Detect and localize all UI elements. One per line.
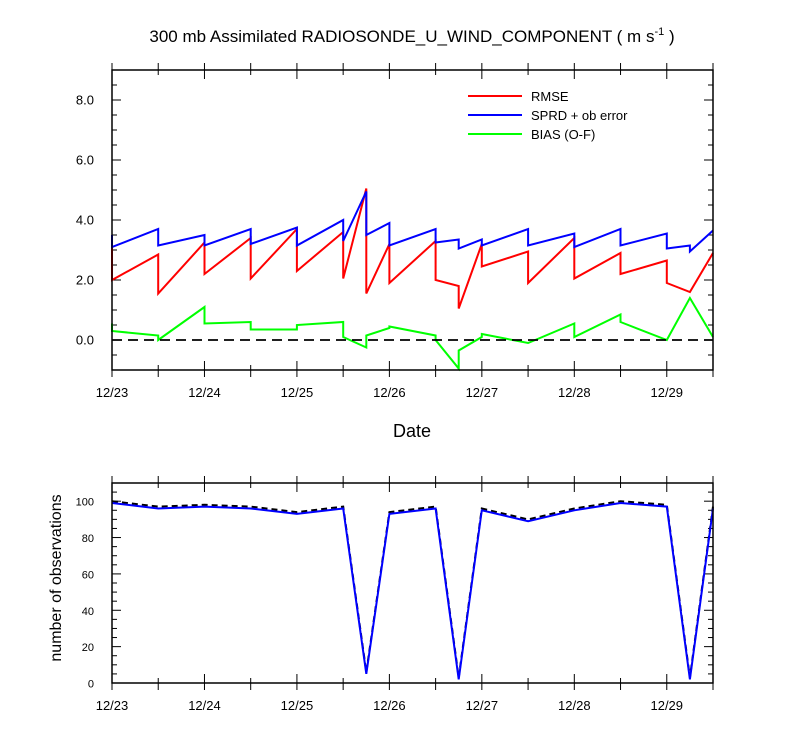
- top-series-sprd-ob-error: [111, 191, 714, 254]
- top-x-tick-label: 12/28: [558, 385, 591, 400]
- bottom-x-tick-label: 12/29: [650, 698, 683, 713]
- chart-title: 300 mb Assimilated RADIOSONDE_U_WIND_COM…: [149, 26, 674, 46]
- top-x-tick-label: 12/27: [466, 385, 499, 400]
- top-plot-frame: [111, 69, 714, 371]
- bottom-y-tick-label: 80: [82, 533, 94, 545]
- bottom-x-tick-label: 12/25: [281, 698, 314, 713]
- bottom-x-tick-label: 12/24: [188, 698, 221, 713]
- top-y-tick-label: 4.0: [76, 213, 94, 228]
- top-y-tick-label: 2.0: [76, 273, 94, 288]
- legend-label-2: BIAS (O-F): [531, 127, 595, 142]
- top-x-tick-label: 12/23: [96, 385, 129, 400]
- top-x-tick-label: 12/26: [373, 385, 406, 400]
- legend-label-1: SPRD + ob error: [531, 108, 628, 123]
- legend-label-0: RMSE: [531, 89, 569, 104]
- bottom-y-tick-label: 40: [82, 606, 94, 618]
- top-series-bias-o-f: [111, 295, 714, 372]
- top-tick-labels: 12/23 12/24 12/25 12/26 12/27 12/28 12/29 0.0 2.…: [76, 93, 683, 401]
- chart-title-superscript: -1: [654, 26, 664, 38]
- chart-title-suffix: ): [664, 27, 674, 46]
- bottom-plot-frame: [111, 482, 714, 684]
- top-series-layer: [111, 188, 714, 372]
- bottom-x-tick-label: 12/26: [373, 698, 406, 713]
- bottom-series-used: [111, 501, 714, 680]
- bottom-y-tick-label: 0: [88, 679, 94, 691]
- bottom-tick-labels: 12/23 12/24 12/25 12/26 12/27 12/28 12/29 0 20 40…: [76, 497, 683, 713]
- bottom-series-possible: [111, 500, 714, 678]
- bottom-series-layer: [111, 500, 714, 680]
- bottom-panel: 12/23 12/24 12/25 12/26 12/27 12/28 12/29 0 20 40…: [48, 476, 714, 713]
- x-axis-label: Date: [393, 421, 431, 441]
- top-y-tick-label: 0.0: [76, 333, 94, 348]
- bottom-x-tick-label: 12/27: [466, 698, 499, 713]
- bottom-ticks: [111, 476, 714, 690]
- bottom-y-tick-label: 20: [82, 642, 94, 654]
- chart-title-main: 300 mb Assimilated RADIOSONDE_U_WIND_COM…: [149, 27, 654, 46]
- bottom-x-tick-label: 12/23: [96, 698, 129, 713]
- bottom-y-tick-label: 100: [76, 497, 94, 509]
- bottom-y-tick-label: 60: [82, 569, 94, 581]
- top-y-tick-label: 6.0: [76, 153, 94, 168]
- top-x-tick-label: 12/24: [188, 385, 221, 400]
- bottom-x-tick-label: 12/28: [558, 698, 591, 713]
- top-y-tick-label: 8.0: [76, 93, 94, 108]
- top-series-rmse: [111, 188, 714, 309]
- top-x-tick-label: 12/29: [650, 385, 683, 400]
- legend: RMSE SPRD + ob error BIAS (O-F): [468, 89, 628, 142]
- top-x-tick-label: 12/25: [281, 385, 314, 400]
- top-panel: 12/23 12/24 12/25 12/26 12/27 12/28 12/29 0.0 2.…: [76, 63, 714, 441]
- y-axis-label: number of observations: [48, 494, 65, 661]
